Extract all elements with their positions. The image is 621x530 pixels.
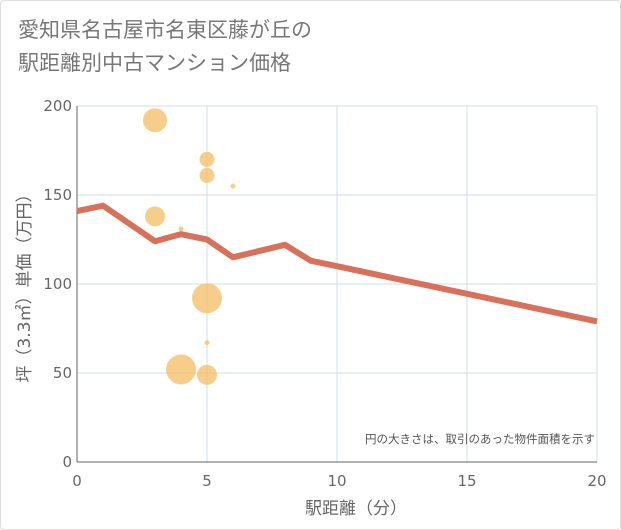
axes: [76, 106, 597, 463]
bubble-point: [197, 364, 217, 385]
bubble-point: [178, 226, 184, 232]
bubble-size-note: 円の大きさは、取引のあった物件面積を示す: [365, 432, 595, 446]
bubble-point: [143, 108, 167, 133]
chart-title-line2: 駅距離別中古マンション価格: [18, 51, 291, 75]
bubble-point: [199, 151, 215, 167]
bubble-point: [204, 340, 210, 346]
y-tick-label: 50: [53, 364, 72, 382]
grid: [77, 105, 598, 462]
y-tick-label: 150: [43, 186, 72, 204]
x-tick-label: 0: [72, 472, 82, 490]
trend: [76, 202, 598, 325]
bubble-point: [192, 283, 222, 314]
chart-title-line1: 愛知県名古屋市名東区藤が丘の: [18, 18, 312, 42]
bubble-point: [230, 183, 236, 189]
bubbles: [143, 108, 236, 385]
y-axis-label: 坪（3.3㎡）単価（万円）: [15, 185, 35, 382]
x-tick-label: 15: [457, 472, 476, 490]
bubble-point: [199, 167, 215, 183]
x-tick-label: 20: [587, 472, 606, 490]
y-tick-label: 100: [43, 275, 72, 293]
chart-title: 愛知県名古屋市名東区藤が丘の 駅距離別中古マンション価格: [18, 14, 312, 80]
trend-line: [76, 202, 598, 325]
x-tick-label: 10: [327, 472, 346, 490]
bubble-point: [166, 354, 196, 385]
y-tick-label: 200: [43, 97, 72, 115]
x-axis-label: 駅距離（分）: [305, 499, 407, 519]
bubble-point: [145, 206, 165, 227]
y-tick-label: 0: [62, 453, 72, 471]
x-tick-label: 5: [202, 472, 212, 490]
